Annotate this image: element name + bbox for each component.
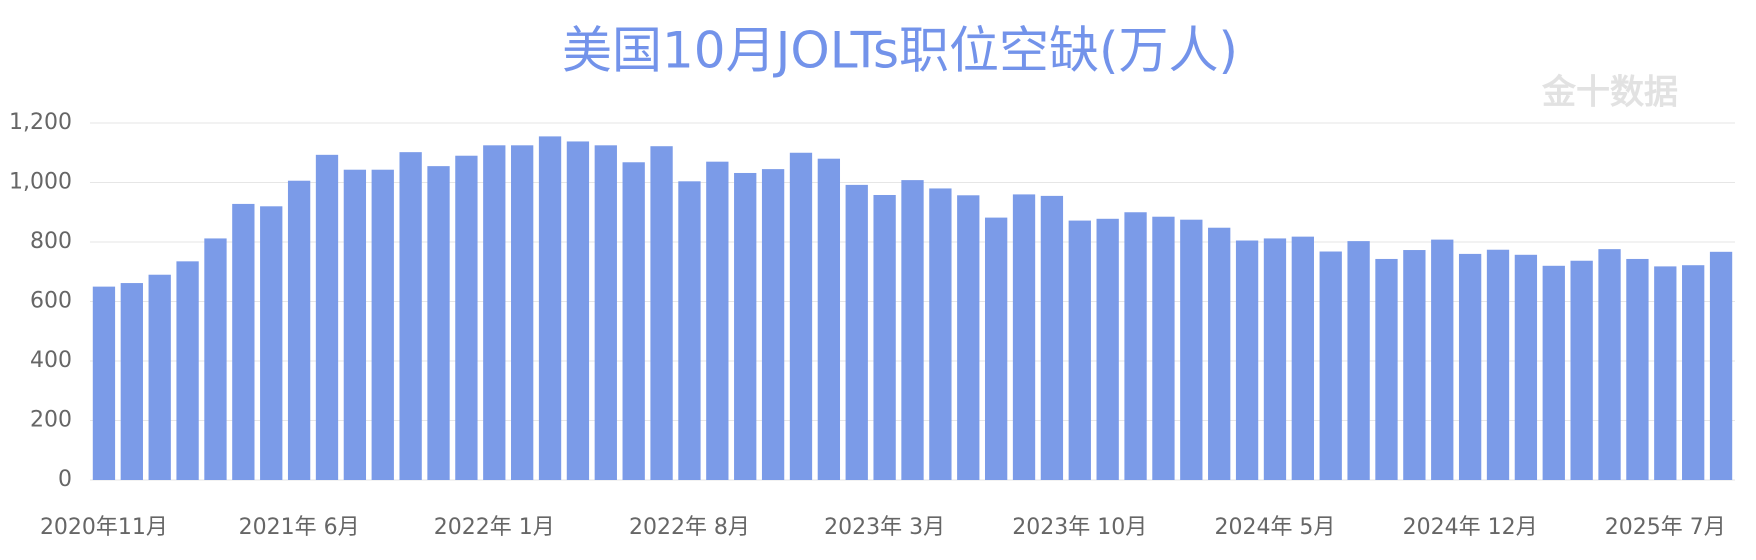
bar — [678, 181, 701, 480]
bar — [1291, 236, 1314, 480]
bar — [1375, 258, 1398, 480]
x-tick-label: 2023年 10月 — [1012, 515, 1147, 540]
bar — [789, 152, 813, 480]
bar — [873, 194, 896, 480]
x-tick-label: 2020年11月 — [40, 515, 168, 540]
watermark: 金十数据 — [1541, 73, 1678, 113]
y-tick-label: 400 — [30, 348, 72, 373]
bar — [1235, 240, 1259, 480]
y-tick-label: 1,200 — [9, 110, 72, 135]
bar — [1542, 265, 1565, 480]
bar — [1570, 260, 1593, 480]
bar — [1152, 216, 1175, 480]
bar — [1124, 212, 1147, 480]
bar — [1208, 227, 1231, 480]
bar — [845, 184, 868, 480]
bar — [817, 158, 841, 480]
bar — [371, 169, 394, 480]
bar — [1458, 253, 1482, 480]
bar — [1347, 241, 1370, 480]
x-tick-label: 2025年 7月 — [1605, 515, 1726, 540]
bar — [1486, 249, 1510, 480]
bar — [1012, 194, 1036, 480]
bar — [1598, 249, 1621, 480]
bar — [594, 145, 617, 480]
bar — [176, 261, 199, 480]
bar — [1514, 254, 1538, 480]
bar — [148, 274, 171, 480]
bar — [343, 169, 367, 480]
bar — [984, 217, 1008, 481]
bar — [287, 180, 311, 480]
bar — [204, 238, 227, 480]
x-tick-label: 2024年 12月 — [1403, 515, 1538, 540]
bar — [120, 283, 143, 480]
bar — [1682, 265, 1705, 480]
bar — [511, 145, 534, 480]
x-tick-label: 2024年 5月 — [1214, 515, 1335, 540]
x-tick-label: 2022年 1月 — [434, 515, 555, 540]
bar — [1319, 251, 1342, 480]
bar — [1180, 219, 1203, 480]
bar — [1040, 195, 1064, 480]
bar — [734, 172, 757, 481]
y-tick-label: 1,000 — [9, 170, 72, 195]
bar — [1096, 218, 1119, 481]
bar — [1263, 238, 1287, 480]
y-tick-label: 0 — [58, 467, 72, 492]
y-tick-label: 200 — [30, 408, 72, 433]
bar — [650, 146, 673, 480]
bar — [455, 155, 478, 480]
bar — [566, 141, 590, 480]
bar — [483, 145, 506, 480]
bar — [260, 206, 283, 481]
bar — [399, 152, 422, 480]
bar — [1068, 220, 1091, 480]
bar — [901, 180, 924, 480]
bar — [706, 161, 729, 481]
bar — [957, 195, 980, 481]
bar — [427, 166, 450, 480]
x-tick-label: 2022年 8月 — [629, 515, 750, 540]
bar — [622, 162, 645, 480]
bar — [1654, 266, 1677, 480]
bar — [929, 188, 952, 480]
bar — [315, 154, 339, 480]
bar — [1626, 258, 1649, 480]
y-tick-label: 600 — [30, 289, 72, 314]
bar — [1431, 239, 1454, 480]
bar — [1709, 251, 1733, 480]
chart-title: 美国10月JOLTs职位空缺(万人) — [562, 22, 1238, 80]
x-tick-label: 2023年 3月 — [824, 515, 945, 540]
y-tick-label: 800 — [30, 229, 72, 254]
bar — [761, 169, 785, 481]
bar — [232, 203, 255, 481]
x-tick-label: 2021年 6月 — [239, 515, 360, 540]
bar — [1403, 250, 1426, 480]
bar — [92, 286, 116, 480]
bar — [538, 136, 562, 480]
